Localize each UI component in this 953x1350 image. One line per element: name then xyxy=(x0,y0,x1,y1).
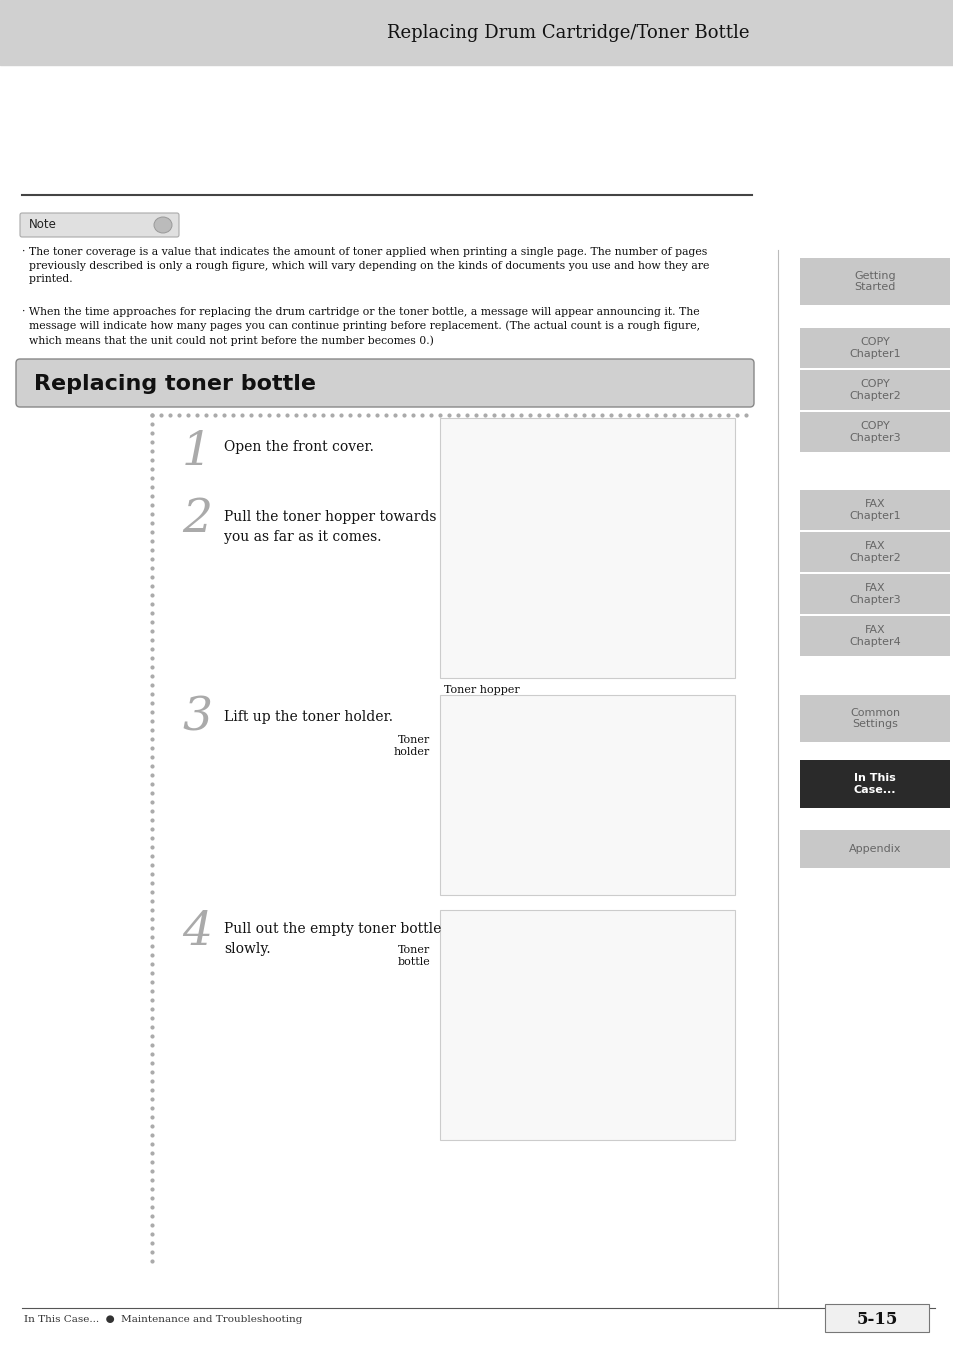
FancyBboxPatch shape xyxy=(20,213,179,238)
Bar xyxy=(800,490,949,531)
Text: Replacing Drum Cartridge/Toner Bottle: Replacing Drum Cartridge/Toner Bottle xyxy=(387,23,749,42)
Text: · When the time approaches for replacing the drum cartridge or the toner bottle,: · When the time approaches for replacing… xyxy=(22,306,700,346)
Text: Toner
bottle: Toner bottle xyxy=(396,945,430,967)
Text: 2: 2 xyxy=(182,497,212,543)
Text: FAX
Chapter2: FAX Chapter2 xyxy=(848,541,900,563)
Text: Common
Settings: Common Settings xyxy=(849,707,899,729)
Text: Getting
Started: Getting Started xyxy=(853,271,895,293)
Text: Toner hopper: Toner hopper xyxy=(443,684,519,695)
Text: Pull out the empty toner bottle
slowly.: Pull out the empty toner bottle slowly. xyxy=(224,922,441,956)
Text: FAX
Chapter4: FAX Chapter4 xyxy=(848,625,900,647)
Text: 3: 3 xyxy=(182,695,212,740)
Bar xyxy=(0,0,953,65)
Text: FAX
Chapter3: FAX Chapter3 xyxy=(848,583,900,605)
Bar xyxy=(800,574,949,614)
Text: 1: 1 xyxy=(182,431,212,475)
Ellipse shape xyxy=(153,217,172,234)
Text: Replacing toner bottle: Replacing toner bottle xyxy=(34,374,315,394)
FancyBboxPatch shape xyxy=(16,359,753,406)
Text: Lift up the toner holder.: Lift up the toner holder. xyxy=(224,710,393,724)
Text: In This Case...  ●  Maintenance and Troubleshooting: In This Case... ● Maintenance and Troubl… xyxy=(24,1315,302,1324)
Bar xyxy=(800,760,949,809)
Bar xyxy=(800,412,949,452)
Bar xyxy=(824,1304,928,1332)
Text: FAX
Chapter1: FAX Chapter1 xyxy=(848,500,900,521)
Text: Appendix: Appendix xyxy=(848,844,901,855)
Bar xyxy=(800,370,949,410)
Bar xyxy=(800,532,949,572)
Bar xyxy=(800,258,949,305)
Bar xyxy=(439,418,734,678)
Bar xyxy=(800,695,949,742)
Text: COPY
Chapter1: COPY Chapter1 xyxy=(848,338,900,359)
Text: COPY
Chapter2: COPY Chapter2 xyxy=(848,379,900,401)
Text: 4: 4 xyxy=(182,910,212,956)
Text: COPY
Chapter3: COPY Chapter3 xyxy=(848,421,900,443)
Text: · The toner coverage is a value that indicates the amount of toner applied when : · The toner coverage is a value that ind… xyxy=(22,247,709,285)
Bar xyxy=(439,910,734,1139)
Bar xyxy=(800,830,949,868)
Bar xyxy=(800,616,949,656)
Text: 5-15: 5-15 xyxy=(856,1311,897,1328)
Text: Open the front cover.: Open the front cover. xyxy=(224,440,374,454)
Text: Note: Note xyxy=(29,219,57,231)
Text: Pull the toner hopper towards
you as far as it comes.: Pull the toner hopper towards you as far… xyxy=(224,510,436,544)
Bar xyxy=(800,328,949,369)
Bar xyxy=(439,695,734,895)
Text: In This
Case...: In This Case... xyxy=(853,774,895,795)
Text: Toner
holder: Toner holder xyxy=(394,734,430,756)
